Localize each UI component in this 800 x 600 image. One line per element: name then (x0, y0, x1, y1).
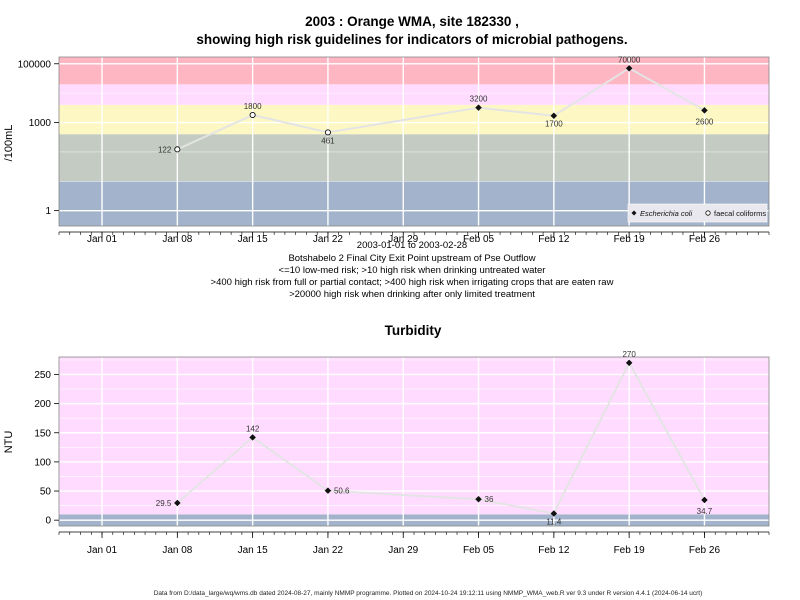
x-tick-label: Feb 26 (689, 545, 721, 556)
legend-label: faecal coliforms (714, 209, 766, 218)
y-tick-label: 250 (34, 370, 51, 381)
x-tick-label: Jan 01 (87, 545, 117, 556)
x-tick-label: Jan 29 (388, 234, 418, 245)
legend-marker (631, 210, 637, 216)
x-tick-label: Jan 22 (313, 545, 343, 556)
chart1-note-4: >20000 high risk when drinking after onl… (289, 289, 535, 300)
data-point (625, 359, 633, 367)
x-tick-label: Feb 26 (689, 234, 721, 245)
chart1-date-range: 2003-01-01 to 2003-02-28 (357, 240, 467, 251)
x-tick-label: Jan 01 (87, 234, 117, 245)
data-label: 50.6 (334, 487, 350, 496)
footer-text: Data from D:/data_large/wq/wms.db dated … (154, 590, 703, 597)
chart1-title-line1: 2003 : Orange WMA, site 182330 , (305, 14, 519, 29)
chart1-ylabel: /100mL (3, 125, 15, 162)
y-tick-label: 50 (40, 487, 52, 498)
x-tick-label: Feb 19 (614, 545, 646, 556)
data-label: 11.4 (546, 518, 562, 527)
data-point (550, 112, 558, 120)
data-label: 36 (485, 495, 494, 504)
data-label: 270 (622, 350, 636, 359)
x-tick-label: Jan 15 (238, 234, 268, 245)
chart1-note-3: >400 high risk from full or partial cont… (211, 277, 614, 288)
plot-border (58, 356, 770, 527)
risk-band-2 (59, 104, 769, 135)
risk-band-4 (59, 57, 769, 85)
data-point (173, 499, 181, 507)
data-point (249, 434, 256, 441)
data-label: 1800 (244, 102, 262, 111)
data-point (701, 496, 708, 504)
x-tick-label: Jan 15 (238, 545, 268, 556)
legend-label: Escherichia coli (640, 209, 692, 218)
risk-band-1 (59, 134, 769, 182)
microbial-chart-panel: 1 1000 100000 Jan 01 Jan 08 Jan 15 Jan 22 Jan 2… (18, 55, 770, 245)
data-point (475, 104, 482, 112)
data-label: 142 (246, 424, 260, 433)
legend-box (627, 203, 768, 223)
y-tick-label: 200 (34, 399, 51, 410)
y-tick-label: 100 (34, 457, 51, 468)
data-point (701, 106, 708, 114)
chart1-note-2: <=10 low-med risk; >10 high risk when dr… (279, 265, 546, 276)
chart1-title-line2: showing high risk guidelines for indicat… (196, 32, 627, 47)
y-tick-label: 1000 (29, 118, 52, 129)
x-tick-label: Feb 19 (614, 234, 646, 245)
data-point (625, 64, 633, 72)
data-point (475, 495, 482, 503)
data-label: 3200 (470, 95, 488, 104)
x-tick-label: Feb 05 (463, 545, 495, 556)
data-label: 70000 (618, 55, 641, 64)
plot-border (58, 56, 770, 227)
legend: Escherichia coli faecal coliforms (627, 203, 768, 223)
chart1-note-1: Botshabelo 2 Final City Exit Point upstr… (288, 253, 535, 264)
y-tick-label: 100000 (18, 59, 52, 70)
data-point (550, 510, 558, 517)
y-tick-label: 1 (45, 206, 51, 217)
data-label: 122 (158, 145, 172, 154)
data-label: 34.7 (697, 507, 713, 516)
data-label: 1700 (545, 120, 563, 129)
chart2-ylabel: NTU (3, 431, 15, 454)
x-tick-label: Feb 05 (463, 234, 495, 245)
risk-band-3 (59, 84, 769, 105)
data-point (249, 111, 256, 119)
x-tick-label: Jan 22 (313, 234, 343, 245)
x-tick-label: Feb 12 (538, 234, 570, 245)
x-tick-label: Jan 08 (162, 234, 192, 245)
x-tick-label: Jan 29 (388, 545, 418, 556)
y-tick-label: 0 (45, 516, 51, 527)
data-point (324, 129, 331, 136)
data-point (324, 487, 332, 495)
data-label: 2600 (696, 117, 714, 126)
chart2-title: Turbidity (385, 323, 442, 338)
x-tick-label: Jan 08 (162, 545, 192, 556)
legend-marker (705, 210, 711, 216)
x-tick-label: Feb 12 (538, 545, 570, 556)
data-label: 29.5 (156, 499, 172, 508)
data-label: 461 (321, 136, 335, 145)
data-point (174, 146, 181, 153)
turbidity-chart-panel: 0 50 100 150 200 250 Jan 01 Jan 08 Jan 15 Jan 22 J… (34, 350, 770, 556)
y-tick-label: 150 (34, 428, 51, 439)
